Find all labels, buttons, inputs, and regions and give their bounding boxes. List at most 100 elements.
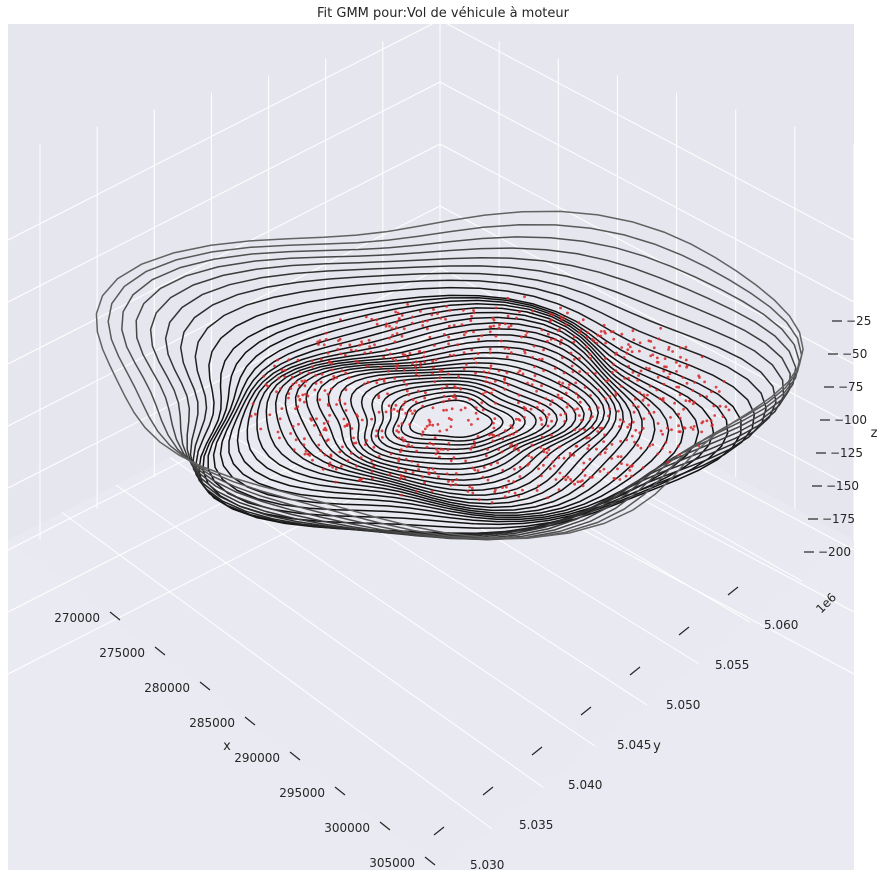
scatter-point	[310, 365, 314, 369]
scatter-point	[568, 383, 571, 386]
scatter-point	[419, 361, 423, 365]
scatter-point	[428, 423, 432, 427]
scatter-point	[273, 364, 276, 368]
z-tick-label: −200	[818, 545, 851, 559]
scatter-point	[596, 406, 600, 410]
scatter-point	[321, 467, 325, 471]
scatter-point	[370, 470, 374, 473]
scatter-point	[375, 322, 379, 326]
scatter-point	[655, 356, 659, 360]
scatter-point	[306, 394, 310, 398]
scatter-point	[540, 423, 544, 426]
x-tick-label: 300000	[324, 821, 370, 835]
scatter-point	[506, 314, 510, 318]
scatter-point	[651, 443, 655, 446]
scatter-point	[578, 428, 582, 431]
scatter-point	[408, 423, 412, 426]
scatter-point	[505, 371, 509, 375]
scatter-point	[397, 459, 401, 463]
scatter-point	[393, 377, 396, 380]
y-tick-label: 5.030	[470, 858, 504, 872]
scatter-point	[438, 429, 442, 433]
scatter-point	[659, 429, 663, 433]
scatter-point	[394, 310, 397, 314]
scatter-point	[291, 425, 295, 428]
scatter-point	[661, 397, 665, 400]
scatter-point	[423, 360, 426, 364]
scatter-point	[582, 461, 586, 465]
scatter-point	[492, 426, 496, 430]
scatter-point	[518, 310, 521, 314]
scatter-point	[535, 405, 539, 409]
scatter-point	[633, 440, 636, 444]
scatter-point	[469, 319, 473, 322]
scatter-point	[389, 409, 393, 412]
scatter-point	[552, 464, 556, 468]
scatter-point	[339, 352, 343, 356]
scatter-point	[581, 318, 585, 322]
scatter-point	[501, 437, 505, 441]
scatter-point	[384, 410, 388, 414]
scatter-point	[377, 410, 381, 414]
scatter-point	[542, 450, 546, 454]
scatter-point	[500, 450, 504, 454]
scatter-point	[386, 392, 389, 396]
scatter-point	[630, 474, 633, 478]
floor-pane	[8, 320, 854, 870]
scatter-point	[516, 371, 520, 375]
scatter-point	[700, 355, 704, 359]
scatter-point	[525, 331, 529, 334]
y-tick-label: 5.045	[617, 738, 651, 752]
scatter-point	[517, 401, 520, 405]
scatter-point	[677, 424, 680, 428]
scatter-point	[527, 454, 530, 457]
scatter-point	[491, 316, 495, 320]
scatter-point	[326, 392, 330, 396]
scatter-point	[339, 343, 342, 347]
scatter-point	[366, 380, 370, 384]
scatter-point	[540, 435, 544, 439]
scatter-point	[381, 436, 384, 439]
scatter-point	[633, 397, 637, 401]
scatter-point	[491, 388, 495, 391]
scatter-point	[445, 384, 449, 388]
scatter-point	[564, 478, 568, 482]
scatter-point	[387, 369, 390, 373]
scatter-point	[591, 415, 594, 418]
scatter-point	[440, 368, 444, 372]
scatter-point	[655, 388, 659, 392]
scatter-point	[352, 436, 355, 440]
scatter-point	[276, 358, 279, 362]
scatter-point	[504, 485, 508, 489]
scatter-point	[394, 359, 398, 362]
x-tick-label: 270000	[54, 611, 100, 625]
scatter-point	[280, 407, 284, 410]
scatter-point	[472, 330, 475, 334]
scatter-point	[626, 425, 630, 429]
scatter-point	[572, 453, 576, 457]
scatter-point	[397, 436, 401, 440]
scatter-point	[331, 377, 335, 381]
scatter-point	[596, 388, 600, 392]
scatter-point	[627, 343, 630, 346]
scatter-point	[590, 475, 594, 479]
scatter-point	[334, 480, 337, 484]
scatter-point	[580, 418, 583, 422]
scatter-point	[447, 480, 450, 483]
scatter-point	[503, 381, 506, 385]
scatter-point	[404, 469, 408, 473]
scatter-point	[533, 365, 536, 369]
scatter-point	[411, 412, 414, 415]
scatter-point	[710, 390, 713, 394]
scatter-point	[538, 357, 541, 361]
scatter-point	[573, 482, 576, 486]
scatter-point	[404, 457, 408, 461]
grid-line	[7, 81, 441, 303]
scatter-point	[447, 335, 451, 339]
scatter-point	[638, 341, 642, 345]
scatter-point	[531, 309, 535, 313]
scatter-point	[666, 460, 670, 464]
scatter-point	[507, 490, 511, 494]
scatter-point	[610, 443, 614, 446]
scatter-point	[503, 429, 507, 432]
